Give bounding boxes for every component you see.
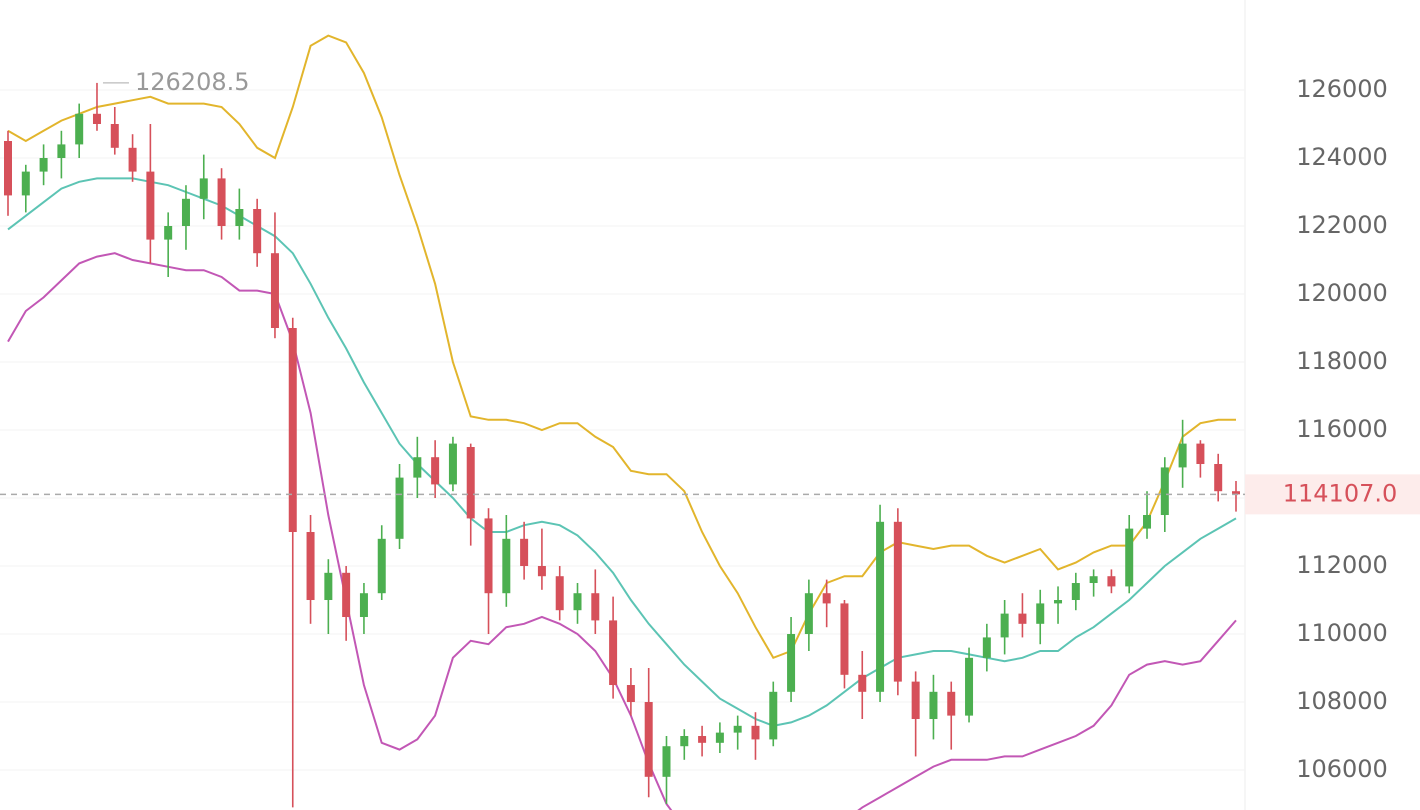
candle-body (324, 572, 333, 601)
candle-body (164, 226, 173, 240)
candle-body (840, 603, 849, 675)
y-tick-label: 120000 (1296, 279, 1388, 307)
bands (7, 34, 1237, 810)
candle-body (128, 147, 137, 172)
candle-body (769, 691, 778, 740)
candle-body (484, 518, 493, 594)
band-line (7, 252, 1237, 810)
candle-body (57, 144, 66, 159)
last-price-label: 114107.0 (1283, 479, 1398, 507)
candle-body (342, 572, 351, 618)
candle-body (822, 593, 831, 604)
candle-body (965, 657, 974, 716)
y-tick-label: 122000 (1296, 211, 1388, 239)
band-line (7, 177, 1237, 727)
candle-body (1089, 576, 1098, 584)
candle-body (1143, 515, 1152, 529)
candle-body (804, 593, 813, 635)
candle-body (1214, 464, 1223, 492)
candle-body (911, 681, 920, 720)
candle-body (555, 576, 564, 611)
candle-body (270, 253, 279, 329)
candle-body (75, 113, 84, 145)
candle-body (715, 732, 724, 743)
candle-body (253, 209, 262, 254)
candle-body (680, 736, 689, 747)
max-label: 126208.5 (135, 68, 250, 96)
candle-body (520, 538, 529, 567)
candle-body (537, 566, 546, 577)
candle-body (644, 702, 653, 777)
candle-body (1232, 491, 1240, 495)
candle-body (1071, 583, 1080, 601)
candle-body (431, 457, 440, 485)
candle-body (858, 674, 867, 692)
candle-body (609, 620, 618, 686)
candle-body (181, 198, 190, 227)
candle-body (288, 328, 297, 533)
candle-body (413, 457, 422, 478)
last-price-bg (1245, 474, 1420, 515)
candle-body (982, 637, 991, 658)
candle-body (146, 171, 155, 240)
candle-body (235, 209, 244, 227)
candle-body (21, 171, 30, 196)
y-tick-label: 126000 (1296, 75, 1388, 103)
candles (4, 82, 1240, 808)
candle-body (502, 538, 511, 594)
y-tick-label: 118000 (1296, 347, 1388, 375)
grid (0, 89, 1245, 771)
candle-body (448, 443, 457, 485)
candle-body (39, 158, 48, 172)
y-tick-label: 108000 (1296, 687, 1388, 715)
candle-body (733, 725, 742, 733)
y-tick-label: 110000 (1296, 619, 1388, 647)
candle-body (1160, 467, 1169, 516)
candle-body (306, 532, 315, 601)
labels: 1060001080001100001120001140001160001180… (0, 68, 1420, 783)
candle-body (466, 447, 475, 519)
candle-body (876, 521, 885, 692)
candle-body (698, 736, 707, 743)
candle-body (92, 113, 101, 125)
candle-body (4, 141, 12, 196)
candle-body (1054, 600, 1063, 604)
candle-body (217, 178, 226, 227)
candle-body (751, 725, 760, 740)
y-tick-label: 116000 (1296, 415, 1388, 443)
candle-body (573, 593, 582, 611)
y-tick-label: 106000 (1296, 755, 1388, 783)
candle-body (787, 634, 796, 692)
candle-body (110, 124, 119, 148)
candle-body (1107, 576, 1116, 587)
candle-body (377, 538, 386, 594)
candle-body (1125, 528, 1134, 587)
candle-body (395, 477, 404, 539)
candle-body (626, 685, 635, 703)
candle-body (947, 691, 956, 716)
y-tick-label: 112000 (1296, 551, 1388, 579)
candle-body (929, 691, 938, 720)
candle-body (199, 178, 208, 199)
candle-body (1018, 613, 1027, 624)
candle-body (359, 593, 368, 618)
candle-body (893, 521, 902, 682)
candle-body (662, 746, 671, 777)
band-line (7, 34, 1236, 660)
candle-body (1196, 443, 1205, 465)
candle-body (1000, 613, 1009, 638)
candle-body (1036, 603, 1045, 624)
candle-body (1178, 443, 1187, 468)
y-tick-label: 124000 (1296, 143, 1388, 171)
candle-body (591, 593, 600, 621)
